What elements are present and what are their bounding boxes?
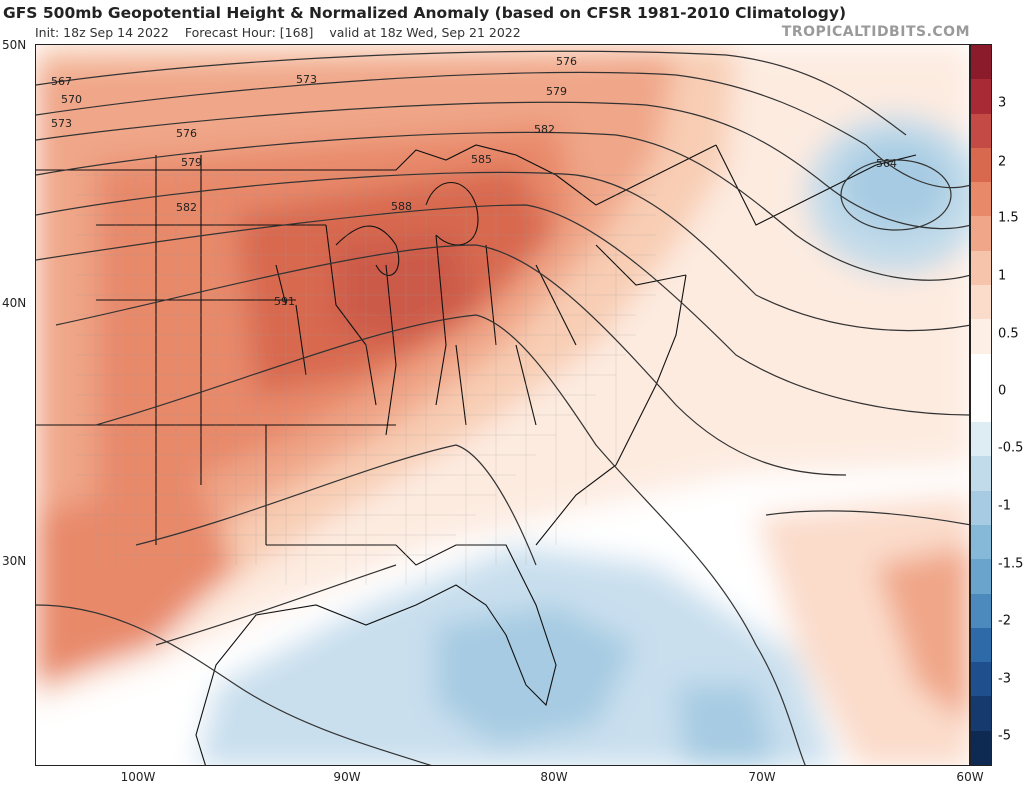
contour-label: 564 [876,157,897,170]
contour-label: 570 [61,93,82,106]
colorbar-segment [971,216,991,252]
contour-label: 576 [556,55,577,68]
map-svg: 567 570 573 576 579 582 585 588 591 573 … [36,45,969,765]
colorbar-label: -3 [998,671,1011,687]
colorbar-label: -2 [998,613,1011,629]
contour-label: 585 [471,153,492,166]
colorbar-segment [971,456,991,492]
colorbar-segment [971,422,991,457]
colorbar-label: 0.5 [998,326,1019,342]
colorbar-segment [971,285,991,320]
colorbar-segment [971,696,991,732]
lat-label-40n: 40N [2,296,27,310]
colorbar-segment [971,559,991,595]
colorbar-label: 0 [998,383,1007,399]
colorbar-segment [971,525,991,560]
contour-label: 588 [391,200,412,213]
contour-label: 591 [274,295,295,308]
forecast-hour: Forecast Hour: [168] [184,25,314,40]
lon-label-80w: 80W [540,770,568,784]
colorbar-segment [971,490,991,526]
height-contours [36,50,969,765]
colorbar-label: 1 [998,268,1007,284]
colorbar-label: -0.5 [998,440,1024,456]
contour-label: 579 [546,85,567,98]
subtitle: Init: 18z Sep 14 2022 Forecast Hour: [16… [35,25,533,40]
colorbar-label: 2 [998,154,1007,170]
contour-label: 582 [534,123,555,136]
header: GFS 500mb Geopotential Height & Normaliz… [0,0,1024,44]
contour-label: 579 [181,156,202,169]
contour-label: 567 [51,75,72,88]
colorbar-label: -1 [998,498,1011,514]
contour-label: 573 [296,73,317,86]
lat-label-50n: 50N [2,38,27,52]
chart-title: GFS 500mb Geopotential Height & Normaliz… [3,4,847,22]
contour-labels: 567 570 573 576 579 582 585 588 591 573 … [51,55,897,308]
colorbar-segment [971,353,991,389]
contour-label: 573 [51,117,72,130]
colorbar-segment [971,147,991,183]
lon-label-90w: 90W [333,770,361,784]
init-time: Init: 18z Sep 14 2022 [35,25,169,40]
valid-time: valid at 18z Wed, Sep 21 2022 [329,25,521,40]
lon-label-70w: 70W [748,770,776,784]
lat-label-30n: 30N [2,554,27,568]
colorbar-segment [971,182,991,217]
colorbar [970,44,992,766]
colorbar-label: -1.5 [998,556,1024,572]
lon-label-60w: 60W [956,770,984,784]
map-panel[interactable]: 567 570 573 576 579 582 585 588 591 573 … [35,44,970,766]
colorbar-segment [971,113,991,149]
colorbar-segment [971,730,991,766]
lon-label-100w: 100W [120,770,156,784]
colorbar-label: -5 [998,728,1011,744]
colorbar-segment [971,79,991,115]
contour-label: 582 [176,201,197,214]
contour-label: 576 [176,127,197,140]
colorbar-segment [971,662,991,697]
colorbar-segment [971,387,991,423]
colorbar-segment [971,45,991,80]
colorbar-segment [971,319,991,355]
colorbar-segment [971,593,991,629]
county-lines [76,170,656,585]
brand-watermark: TROPICALTIDBITS.COM [781,24,970,40]
colorbar-label: 1.5 [998,210,1019,226]
anomaly-shading [36,45,969,765]
colorbar-segment [971,627,991,663]
colorbar-segment [971,250,991,286]
colorbar-label: 3 [998,95,1007,111]
